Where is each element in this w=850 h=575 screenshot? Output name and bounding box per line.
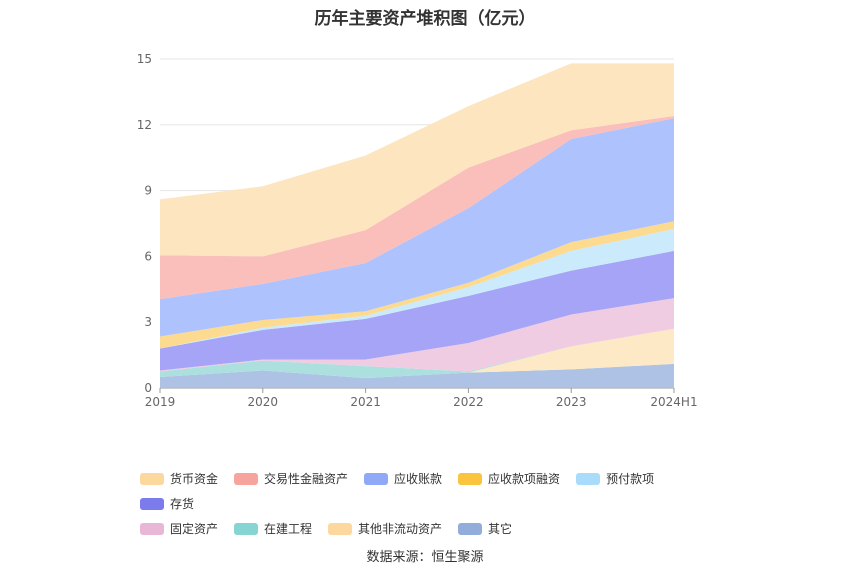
legend-swatch — [576, 472, 601, 485]
area-series-8 — [160, 116, 674, 300]
legend-item[interactable]: 应收账款 — [364, 470, 442, 487]
legend-swatch — [328, 522, 353, 535]
legend-item[interactable]: 交易性金融资产 — [234, 470, 348, 487]
legend-label: 预付款项 — [606, 472, 655, 486]
y-tick-label: 9 — [144, 184, 152, 198]
y-tick-label: 3 — [144, 315, 152, 329]
legend-label: 固定资产 — [170, 522, 219, 536]
legend-swatch — [140, 522, 164, 535]
x-tick-label: 2019 — [145, 395, 176, 409]
x-tick-label: 2023 — [556, 395, 587, 409]
legend-item[interactable]: 应收款项融资 — [458, 470, 560, 487]
x-tick-label: 2022 — [453, 395, 484, 409]
legend-swatch — [234, 472, 259, 485]
legend-swatch — [458, 472, 483, 485]
legend-item[interactable]: 其他非流动资产 — [328, 520, 442, 537]
legend-label: 在建工程 — [264, 522, 313, 536]
legend-label: 其他非流动资产 — [358, 522, 443, 536]
chart-title: 历年主要资产堆积图（亿元） — [314, 9, 536, 29]
stacked-area-chart: 0 3 6 9 12 15 2019 2020 2021 2022 2023 2024H1 — [137, 52, 698, 409]
legend-label: 其它 — [488, 522, 513, 536]
legend-label: 存货 — [170, 497, 195, 511]
area-series — [160, 63, 674, 388]
y-tick-label: 6 — [144, 249, 152, 263]
legend-swatch — [140, 472, 164, 485]
area-series-9 — [160, 63, 674, 257]
data-source: 数据来源：恒生聚源 — [366, 550, 484, 565]
legend-label: 货币资金 — [170, 472, 219, 486]
legend-item[interactable]: 存货 — [140, 495, 194, 512]
legend-label: 交易性金融资产 — [264, 472, 349, 486]
axes: 0 3 6 9 12 15 2019 2020 2021 2022 2023 2024H1 — [137, 52, 698, 409]
area-series-3 — [160, 298, 674, 372]
area-series-5 — [160, 228, 674, 349]
area-series-4 — [160, 250, 674, 371]
y-tick-label: 15 — [137, 52, 152, 66]
legend-swatch — [458, 522, 483, 535]
x-tick-label: 2020 — [248, 395, 279, 409]
area-series-6 — [160, 221, 674, 349]
legend-item[interactable]: 货币资金 — [140, 470, 218, 487]
legend-swatch — [364, 472, 389, 485]
x-tick-label: 2021 — [350, 395, 381, 409]
legend-label: 应收账款 — [394, 472, 443, 486]
area-series-0 — [160, 363, 674, 388]
y-tick-label: 12 — [137, 118, 152, 132]
legend-row: 货币资金 交易性金融资产 应收账款 应收款项融资 预付款项存货 — [140, 470, 720, 512]
legend-swatch — [234, 522, 259, 535]
x-tick-label: 2024H1 — [650, 395, 697, 409]
area-series-7 — [160, 118, 674, 337]
area-series-2 — [160, 328, 674, 379]
legend-swatch — [140, 497, 164, 510]
legend-item[interactable]: 在建工程 — [234, 520, 312, 537]
legend-item[interactable]: 其它 — [458, 520, 512, 537]
legend-item[interactable]: 固定资产 — [140, 520, 218, 537]
legend-row: 固定资产 在建工程 其他非流动资产 其它 — [140, 520, 720, 537]
legend-label: 应收款项融资 — [488, 472, 561, 486]
legend-item[interactable]: 预付款项 — [576, 470, 654, 487]
y-tick-label: 0 — [144, 381, 152, 395]
legend: 货币资金 交易性金融资产 应收账款 应收款项融资 预付款项存货 固定资产 在建工程 其他非流… — [140, 470, 720, 545]
area-series-1 — [160, 328, 674, 379]
